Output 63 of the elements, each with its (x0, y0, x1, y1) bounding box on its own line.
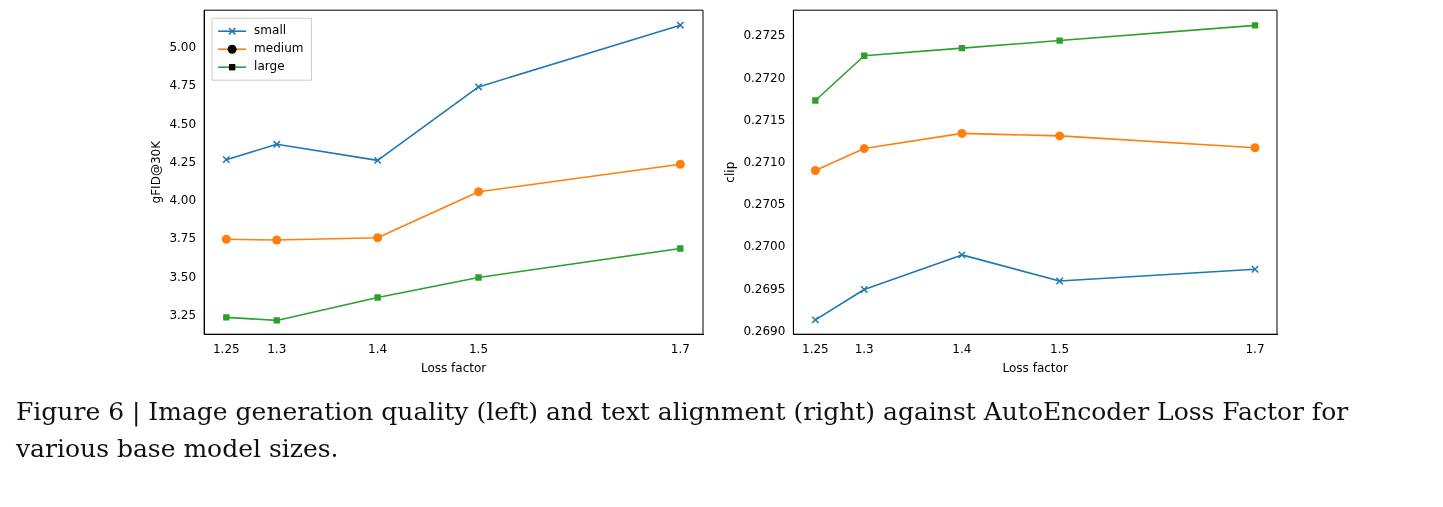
point (957, 128, 967, 138)
point (1251, 265, 1259, 274)
legend-label: large (254, 59, 285, 74)
point (1250, 143, 1260, 153)
caption: Figure 6 | Image generation quality (left) and text alignment (right) against AutoEncoder Loss Factor for various base model sizes. (16, 396, 1350, 465)
point (222, 155, 231, 164)
y-tick-label: 5.00 (169, 39, 197, 54)
y-tick-label: 0.2700 (743, 239, 786, 254)
y-tick-label: 0.2690 (743, 323, 786, 338)
y-axis-title: gFID@30K (149, 139, 164, 204)
y-tick-label: 0.2695 (743, 281, 786, 296)
y-tick-label: 0.2705 (743, 197, 786, 212)
y-axis-title: clip (723, 161, 738, 183)
point (272, 235, 282, 245)
y-tick-label: 0.2715 (743, 112, 786, 127)
point (859, 144, 869, 154)
point (373, 233, 383, 243)
y-tick-label: 4.25 (169, 154, 197, 169)
point (373, 156, 382, 165)
point (810, 166, 820, 176)
point (675, 159, 685, 169)
x-tick-label: 1.7 (670, 341, 690, 356)
x-tick-label: 1.3 (267, 341, 287, 356)
y-tick-label: 3.25 (169, 307, 197, 322)
point (221, 234, 231, 244)
y-tick-label: 4.75 (169, 78, 197, 93)
point (273, 317, 280, 324)
y-tick-label: 3.75 (169, 231, 197, 246)
point (474, 82, 483, 91)
x-tick-label: 1.4 (952, 341, 972, 356)
point (1055, 131, 1065, 141)
x-axis-title: Loss factor (420, 360, 487, 375)
legend-label: small (254, 23, 287, 38)
y-tick-label: 3.50 (169, 269, 197, 284)
point (374, 294, 381, 301)
y-tick-label: 0.2710 (743, 155, 786, 170)
x-tick-label: 1.5 (468, 341, 489, 356)
legend-label: medium (254, 41, 304, 56)
point (676, 21, 685, 30)
x-tick-label: 1.4 (368, 341, 388, 356)
y-tick-label: 0.2720 (743, 70, 786, 85)
y-tick-label: 4.00 (169, 193, 197, 208)
x-tick-label: 1.25 (802, 341, 829, 356)
point (474, 187, 484, 197)
point (1055, 277, 1064, 285)
point (272, 140, 281, 149)
point (861, 52, 868, 59)
point (957, 250, 966, 259)
point (475, 274, 482, 281)
point (811, 315, 820, 324)
x-tick-label: 1.25 (212, 341, 240, 356)
point (1056, 37, 1063, 44)
point (812, 97, 819, 104)
y-tick-label: 0.2725 (743, 28, 786, 43)
point (860, 285, 869, 294)
point (223, 314, 230, 321)
x-tick-label: 1.3 (854, 341, 874, 356)
x-tick-label: 1.5 (1050, 341, 1070, 356)
point (677, 245, 684, 252)
y-tick-label: 4.50 (169, 116, 197, 131)
point (1251, 22, 1259, 29)
x-axis-title: Loss factor (1002, 360, 1068, 375)
x-tick-label: 1.7 (1245, 341, 1265, 356)
